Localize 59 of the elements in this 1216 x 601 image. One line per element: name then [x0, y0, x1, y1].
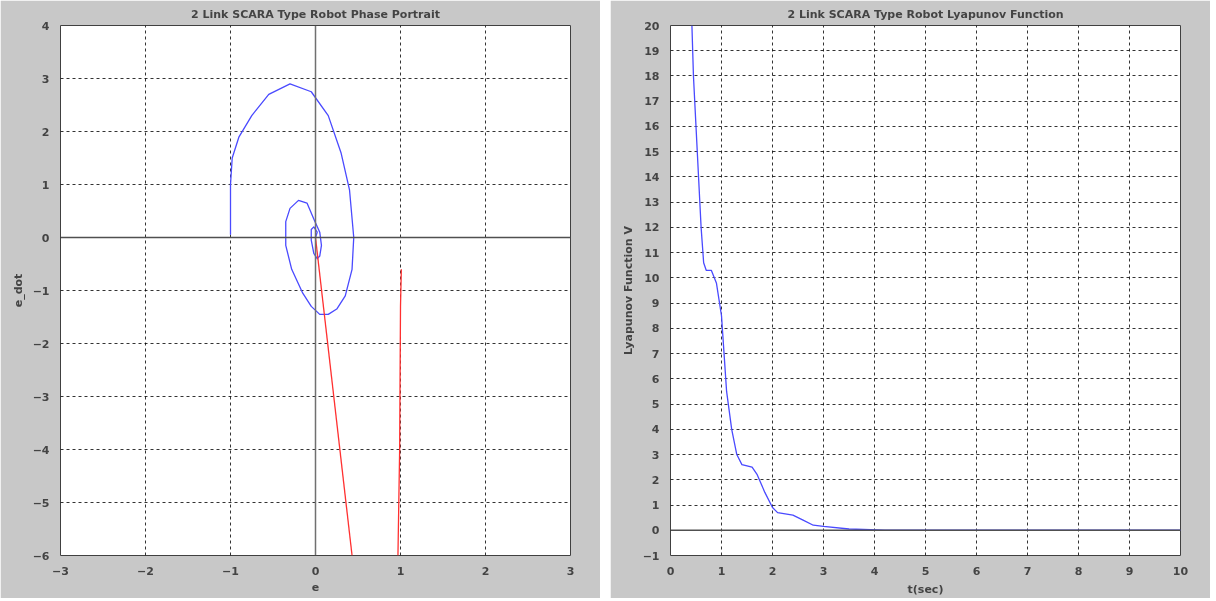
x-tick-label: 7: [1023, 564, 1032, 578]
y-tick-label: −2: [32, 337, 50, 351]
y-tick-label: 18: [644, 69, 660, 83]
y-tick-label: −4: [32, 443, 50, 457]
y-tick-label: 0: [651, 524, 660, 538]
y-tick-label: 12: [644, 221, 660, 235]
y-tick-label: 9: [651, 297, 660, 311]
y-tick-label: 2: [651, 473, 660, 487]
y-tick-label: 15: [644, 145, 660, 159]
y-tick-label: 10: [644, 271, 660, 285]
y-tick-label: 6: [651, 372, 660, 386]
x-tick-label: 1: [396, 564, 405, 578]
chart-title: 2 Link SCARA Type Robot Lyapunov Function: [787, 7, 1064, 21]
y-tick-label: 2: [41, 125, 50, 139]
y-tick-label: −1: [642, 549, 660, 563]
x-axis-title: e: [311, 580, 320, 594]
x-tick-label: −1: [222, 564, 239, 578]
y-tick-label: 19: [644, 44, 660, 58]
y-tick-label: 7: [651, 347, 660, 361]
y-tick-label: 20: [644, 19, 660, 33]
y-axis-title: Lyapunov Function V: [621, 225, 635, 355]
y-tick-label: 1: [41, 178, 50, 192]
x-tick-label: 6: [972, 564, 981, 578]
y-tick-label: 3: [41, 72, 50, 86]
x-tick-label: 0: [311, 564, 320, 578]
chart-title: 2 Link SCARA Type Robot Phase Portrait: [191, 7, 440, 21]
x-tick-label: −2: [137, 564, 154, 578]
x-axis-title: t(sec): [907, 582, 944, 596]
y-tick-label: −3: [32, 390, 50, 404]
y-axis-title: e_dot: [11, 273, 25, 308]
y-tick-label: 8: [651, 322, 660, 336]
y-tick-label: −5: [32, 496, 50, 510]
x-tick-label: −3: [52, 564, 69, 578]
x-tick-label: 3: [819, 564, 828, 578]
y-tick-label: 1: [651, 499, 660, 513]
y-tick-label: 16: [644, 120, 660, 134]
x-tick-label: 10: [1172, 564, 1189, 578]
y-tick-label: 4: [41, 19, 50, 33]
y-tick-label: −6: [32, 549, 50, 563]
y-tick-label: 17: [644, 95, 660, 109]
y-tick-label: 3: [651, 448, 660, 462]
y-tick-label: 13: [644, 196, 660, 210]
x-tick-label: 2: [768, 564, 777, 578]
y-tick-label: 0: [41, 231, 50, 245]
x-tick-label: 8: [1074, 564, 1083, 578]
y-tick-label: 5: [651, 398, 660, 412]
x-tick-label: 5: [921, 564, 930, 578]
y-tick-label: 11: [644, 246, 660, 260]
x-tick-label: 9: [1125, 564, 1134, 578]
y-tick-label: 14: [644, 170, 660, 184]
line-series: [229, 83, 355, 315]
x-tick-label: 4: [870, 564, 879, 578]
line-series: [397, 268, 402, 556]
x-tick-label: 1: [717, 564, 726, 578]
y-tick-label: −1: [32, 284, 50, 298]
y-tick-label: 4: [651, 423, 660, 437]
x-tick-label: 3: [566, 564, 575, 578]
x-tick-label: 0: [666, 564, 675, 578]
x-tick-label: 2: [481, 564, 490, 578]
